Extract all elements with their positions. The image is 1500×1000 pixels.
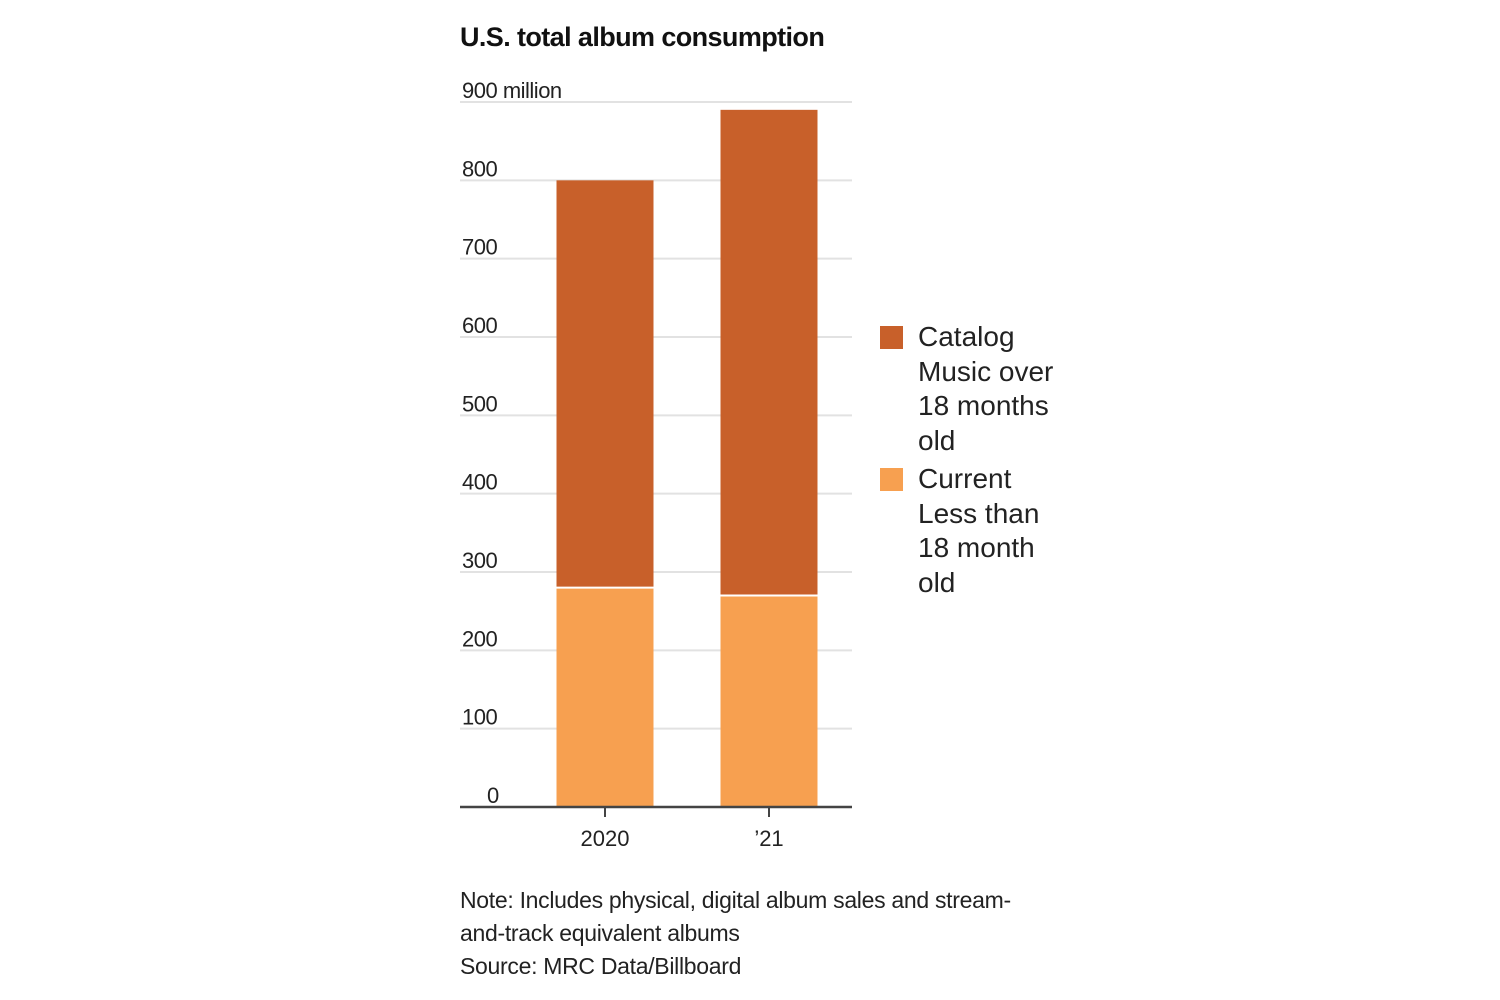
y-tick-label-0: 0 xyxy=(487,783,499,808)
legend-label-current: Current Less than 18 month old xyxy=(918,463,1040,598)
chart-source: Source: MRC Data/Billboard xyxy=(460,953,742,979)
bar-current-1 xyxy=(720,595,818,807)
y-tick-label-100: 100 xyxy=(462,705,497,730)
stacked-bar-chart: 0 100 200 300 400 500 600 700 800 900 million 202… xyxy=(460,78,852,851)
legend-swatch-current xyxy=(880,468,903,491)
y-axis-tick-labels: 0 100 200 300 400 500 600 700 800 900 million xyxy=(462,78,562,808)
legend-swatch-catalog xyxy=(880,326,903,349)
y-tick-label-700: 700 xyxy=(462,235,497,260)
legend-item-catalog: Catalog Music over 18 months old xyxy=(880,320,1080,458)
chart-footer: Note: Includes physical, digital album s… xyxy=(460,884,1020,983)
y-tick-label-300: 300 xyxy=(462,548,497,573)
bar-catalog-0 xyxy=(556,180,654,588)
bars xyxy=(556,109,818,807)
legend: Catalog Music over 18 months old Current… xyxy=(880,320,1080,604)
legend-label-catalog: Catalog Music over 18 months old xyxy=(918,321,1054,456)
y-tick-label-500: 500 xyxy=(462,391,497,416)
legend-item-current: Current Less than 18 month old xyxy=(880,462,1080,600)
bar-current-0 xyxy=(556,587,654,807)
y-tick-label-900: 900 million xyxy=(462,78,562,103)
chart-note: Note: Includes physical, digital album s… xyxy=(460,887,1011,946)
y-tick-label-200: 200 xyxy=(462,626,497,651)
bar-catalog-1 xyxy=(720,109,818,596)
x-axis-category-labels: 2020 ’21 xyxy=(581,826,784,851)
y-tick-label-600: 600 xyxy=(462,313,497,338)
x-category-label-0: 2020 xyxy=(581,826,630,851)
x-axis xyxy=(460,805,852,817)
y-tick-label-800: 800 xyxy=(462,156,497,181)
y-tick-label-400: 400 xyxy=(462,470,497,495)
x-category-label-1: ’21 xyxy=(754,826,783,851)
chart-title: U.S. total album consumption xyxy=(460,22,825,52)
